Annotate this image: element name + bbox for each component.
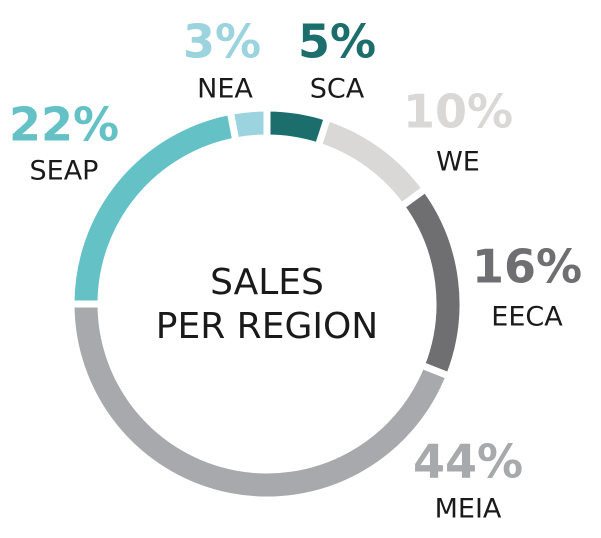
value-label: 44% xyxy=(413,435,523,489)
value-label: 22% xyxy=(9,98,119,152)
center-title: PER REGION xyxy=(156,306,378,347)
donut-segment xyxy=(226,104,271,146)
category-label: SEAP xyxy=(30,156,99,187)
category-label: EECA xyxy=(491,302,563,333)
category-label: NEA xyxy=(197,74,253,105)
category-label: SCA xyxy=(310,74,365,105)
value-label: 16% xyxy=(472,240,582,294)
donut-segment xyxy=(396,183,467,381)
category-label: MEIA xyxy=(435,494,502,525)
center-title: SALES xyxy=(210,262,324,303)
category-label: WE xyxy=(436,147,480,178)
value-label: 3% xyxy=(183,15,261,69)
value-label: 10% xyxy=(403,85,513,139)
value-label: 5% xyxy=(298,15,376,69)
